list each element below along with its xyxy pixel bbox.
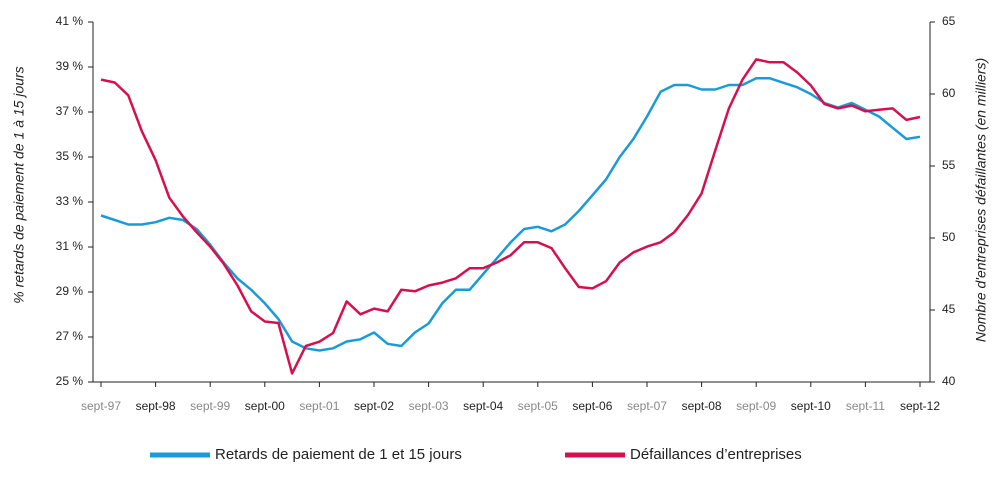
- x-tick-label: sept-05: [518, 399, 558, 413]
- y2-tick-label: 65: [942, 14, 956, 28]
- series-line: [100, 77, 921, 352]
- y-tick-label: 37 %: [56, 104, 84, 118]
- series-line: [100, 58, 921, 375]
- x-tick-label: sept-06: [572, 399, 612, 413]
- x-tick-label: sept-08: [682, 399, 722, 413]
- y-tick-label: 27 %: [56, 329, 84, 343]
- y-tick-label: 29 %: [56, 284, 84, 298]
- y2-tick-label: 45: [942, 302, 956, 316]
- x-tick-label: sept-01: [299, 399, 339, 413]
- x-tick-label: sept-10: [791, 399, 831, 413]
- x-tick-label: sept-99: [190, 399, 230, 413]
- y-tick-label: 41 %: [56, 14, 84, 28]
- x-tick-label: sept-98: [136, 399, 176, 413]
- x-tick-label: sept-07: [627, 399, 667, 413]
- y2-tick-label: 60: [942, 86, 956, 100]
- x-tick-label: sept-02: [354, 399, 394, 413]
- legend-label: Défaillances d’entreprises: [630, 446, 802, 463]
- y2-tick-label: 40: [942, 374, 956, 388]
- y-tick-label: 25 %: [56, 374, 84, 388]
- x-tick-label: sept-11: [846, 399, 885, 413]
- legend-label: Retards de paiement de 1 et 15 jours: [215, 446, 462, 463]
- y-tick-label: 35 %: [56, 149, 84, 163]
- y2-tick-label: 55: [942, 158, 956, 172]
- y-axis-title: % retards de paiement de 1 à 15 jours: [11, 66, 27, 303]
- x-tick-label: sept-00: [245, 399, 285, 413]
- x-tick-label: sept-03: [409, 399, 449, 413]
- y2-tick-label: 50: [942, 230, 956, 244]
- x-tick-label: sept-04: [463, 399, 503, 413]
- x-tick-label: sept-09: [736, 399, 776, 413]
- y-tick-label: 33 %: [56, 194, 84, 208]
- y2-axis-title: Nombre d'entreprises défaillantes (en mi…: [973, 58, 989, 342]
- y-tick-label: 39 %: [56, 59, 84, 73]
- x-tick-label: sept-12: [900, 399, 940, 413]
- x-tick-label: sept-97: [81, 399, 121, 413]
- y-tick-label: 31 %: [56, 239, 84, 253]
